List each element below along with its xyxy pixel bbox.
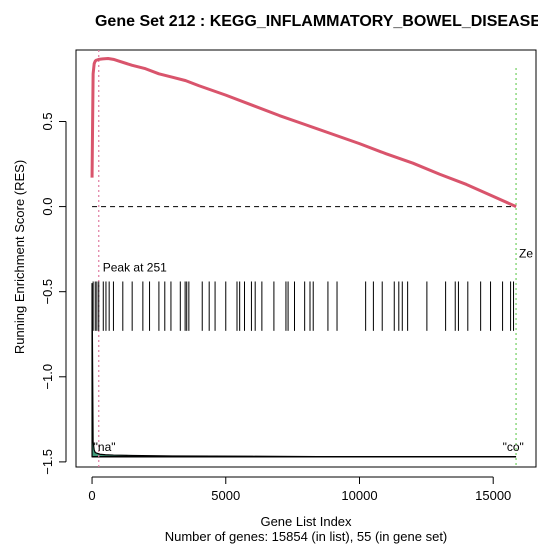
- plot-frame: [75, 49, 537, 468]
- x-axis-subtitle: Number of genes: 15854 (in list), 55 (in…: [165, 529, 448, 544]
- peak-label: Peak at 251: [103, 260, 167, 274]
- metric-area: [91, 283, 517, 458]
- x-axis-label: Gene List Index: [260, 514, 352, 529]
- metric-annotation: "co": [503, 440, 524, 454]
- x-tick-label: 0: [88, 488, 95, 503]
- plot-marks: Peak at 251 Ze "na" "co": [90, 50, 533, 467]
- res-line: [90, 57, 517, 208]
- y-tick-label: 0.0: [40, 198, 55, 216]
- x-tick-label: 15000: [475, 488, 511, 503]
- y-tick-label: −1.0: [40, 364, 55, 390]
- y-tick-label: −0.5: [40, 279, 55, 305]
- metric-annotation: "na": [94, 440, 116, 454]
- y-tick-label: −1.5: [40, 449, 55, 475]
- y-axis-label: Running Enrichment Score (RES): [12, 160, 27, 354]
- x-tick-label: 10000: [341, 488, 377, 503]
- y-tick-label: 0.5: [40, 112, 55, 130]
- zero-cross-label: Ze: [519, 247, 533, 261]
- x-tick-label: 5000: [211, 488, 240, 503]
- chart-title: Gene Set 212 : KEGG_INFLAMMATORY_BOWEL_D…: [95, 13, 538, 30]
